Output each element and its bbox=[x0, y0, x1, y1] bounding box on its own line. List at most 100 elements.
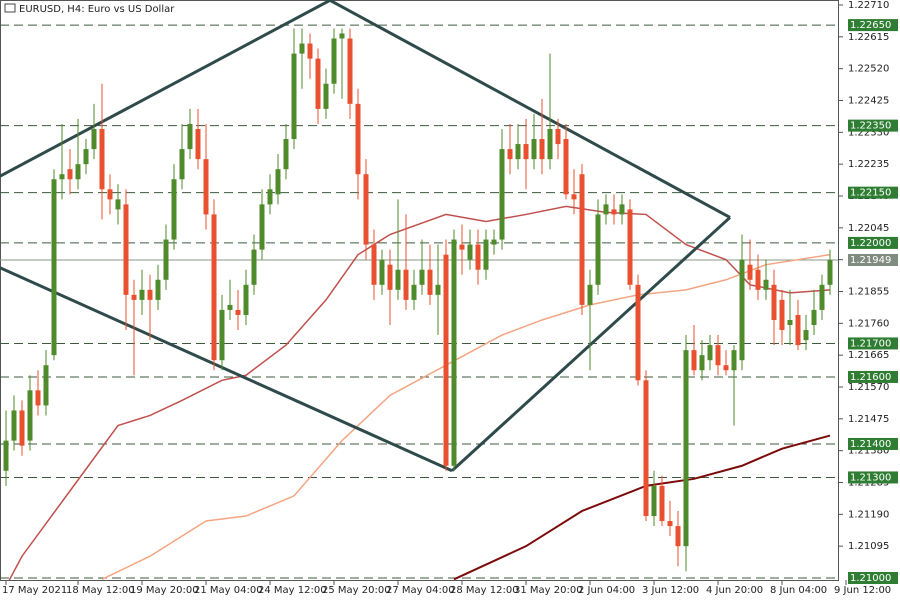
y-tick-label: 1.22235 bbox=[848, 159, 889, 170]
candle-body bbox=[131, 294, 137, 300]
candle-body bbox=[763, 279, 769, 290]
candle-body bbox=[283, 139, 289, 170]
x-tick-label: 3 Jun 12:00 bbox=[642, 585, 699, 596]
candle-body bbox=[827, 260, 833, 285]
level-label-bg bbox=[848, 186, 898, 199]
candle-body bbox=[651, 485, 657, 517]
x-tick-label: 27 May 04:00 bbox=[386, 585, 455, 596]
candle-body bbox=[387, 264, 393, 290]
y-tick-label: 1.21855 bbox=[848, 287, 889, 298]
y-tick-label: 1.22520 bbox=[848, 64, 889, 75]
y-tick-label: 1.22045 bbox=[848, 223, 889, 234]
candle-body bbox=[715, 345, 721, 366]
candle-body bbox=[211, 214, 217, 361]
candle-body bbox=[291, 53, 297, 140]
y-tick-label: 1.21665 bbox=[848, 350, 889, 361]
candle-body bbox=[547, 128, 553, 160]
candle-body bbox=[811, 309, 817, 326]
candle-body bbox=[755, 269, 761, 290]
candle-body bbox=[779, 299, 785, 331]
candle-body bbox=[483, 239, 489, 270]
candle-body bbox=[491, 239, 497, 245]
level-label: 1.21600 bbox=[850, 372, 891, 383]
candle-body bbox=[179, 149, 185, 180]
x-tick-label: 18 May 12:00 bbox=[66, 585, 135, 596]
level-label-bg bbox=[848, 236, 898, 249]
candle-body bbox=[347, 38, 353, 104]
level-label-bg bbox=[848, 119, 898, 132]
candle-body bbox=[787, 319, 793, 326]
current-price-label: 1.21949 bbox=[850, 255, 891, 266]
candle-body bbox=[611, 209, 617, 215]
moving-average bbox=[453, 434, 831, 580]
moving-average bbox=[8, 205, 831, 580]
x-tick-label: 4 Jun 20:00 bbox=[706, 585, 763, 596]
level-label-bg bbox=[848, 437, 898, 450]
candle-body bbox=[635, 284, 641, 381]
y-tick-label: 1.21095 bbox=[848, 541, 889, 552]
candle-body bbox=[659, 485, 665, 522]
candle-body bbox=[379, 259, 385, 285]
candle-body bbox=[683, 350, 689, 547]
candle-body bbox=[307, 43, 313, 59]
trend-line bbox=[0, 0, 331, 178]
candle-body bbox=[219, 309, 225, 361]
moving-average bbox=[101, 253, 831, 580]
level-label: 1.22150 bbox=[850, 188, 891, 199]
y-tick-label: 1.21570 bbox=[848, 382, 889, 393]
candle-body bbox=[187, 123, 193, 150]
level-label-bg bbox=[848, 370, 898, 383]
candle-body bbox=[627, 209, 633, 285]
candle-body bbox=[531, 139, 537, 160]
candle-body bbox=[163, 239, 169, 280]
candle-body bbox=[339, 33, 345, 39]
candle-body bbox=[59, 174, 65, 180]
candle-body bbox=[731, 350, 737, 371]
y-tick-label: 1.22710 bbox=[848, 0, 889, 11]
candle-body bbox=[355, 103, 361, 175]
candle-body bbox=[707, 345, 713, 361]
plot-area bbox=[0, 0, 838, 580]
candle-body bbox=[539, 139, 545, 160]
candle-body bbox=[83, 149, 89, 165]
candle-body bbox=[771, 284, 777, 320]
candle-body bbox=[475, 244, 481, 270]
candle-body bbox=[315, 58, 321, 109]
candle-body bbox=[435, 284, 441, 295]
candle-body bbox=[299, 43, 305, 54]
candle-body bbox=[123, 204, 129, 295]
candle-body bbox=[227, 304, 233, 310]
candle-body bbox=[3, 440, 9, 471]
x-tick-label: 9 Jun 12:00 bbox=[834, 585, 891, 596]
candle-body bbox=[195, 128, 201, 160]
y-tick-label: 1.21190 bbox=[848, 509, 889, 520]
y-tick-label: 1.21760 bbox=[848, 318, 889, 329]
candle-body bbox=[563, 139, 569, 195]
candle-body bbox=[267, 189, 273, 205]
level-label: 1.22350 bbox=[850, 121, 891, 132]
candle-body bbox=[171, 179, 177, 240]
candle-body bbox=[275, 169, 281, 195]
x-tick-label: 31 May 20:00 bbox=[514, 585, 583, 596]
candle-body bbox=[139, 289, 145, 300]
candle-body bbox=[251, 249, 257, 285]
y-tick-label: 1.22615 bbox=[848, 32, 889, 43]
candle-body bbox=[699, 355, 705, 371]
x-tick-label: 8 Jun 04:00 bbox=[770, 585, 827, 596]
x-tick-label: 19 May 20:00 bbox=[130, 585, 199, 596]
candle-body bbox=[603, 204, 609, 215]
y-tick-label: 1.22330 bbox=[848, 127, 889, 138]
candle-body bbox=[11, 410, 17, 441]
candle-body bbox=[523, 144, 529, 160]
trend-line bbox=[329, 0, 731, 219]
y-tick-label: 1.22425 bbox=[848, 96, 889, 107]
candle-body bbox=[691, 350, 697, 371]
candle-body bbox=[331, 38, 337, 84]
candle-body bbox=[203, 159, 209, 215]
candle-body bbox=[587, 284, 593, 305]
candle-body bbox=[819, 284, 825, 310]
x-tick-label: 17 May 2021 bbox=[2, 585, 67, 596]
candle-body bbox=[803, 330, 809, 341]
candle-body bbox=[595, 214, 601, 285]
